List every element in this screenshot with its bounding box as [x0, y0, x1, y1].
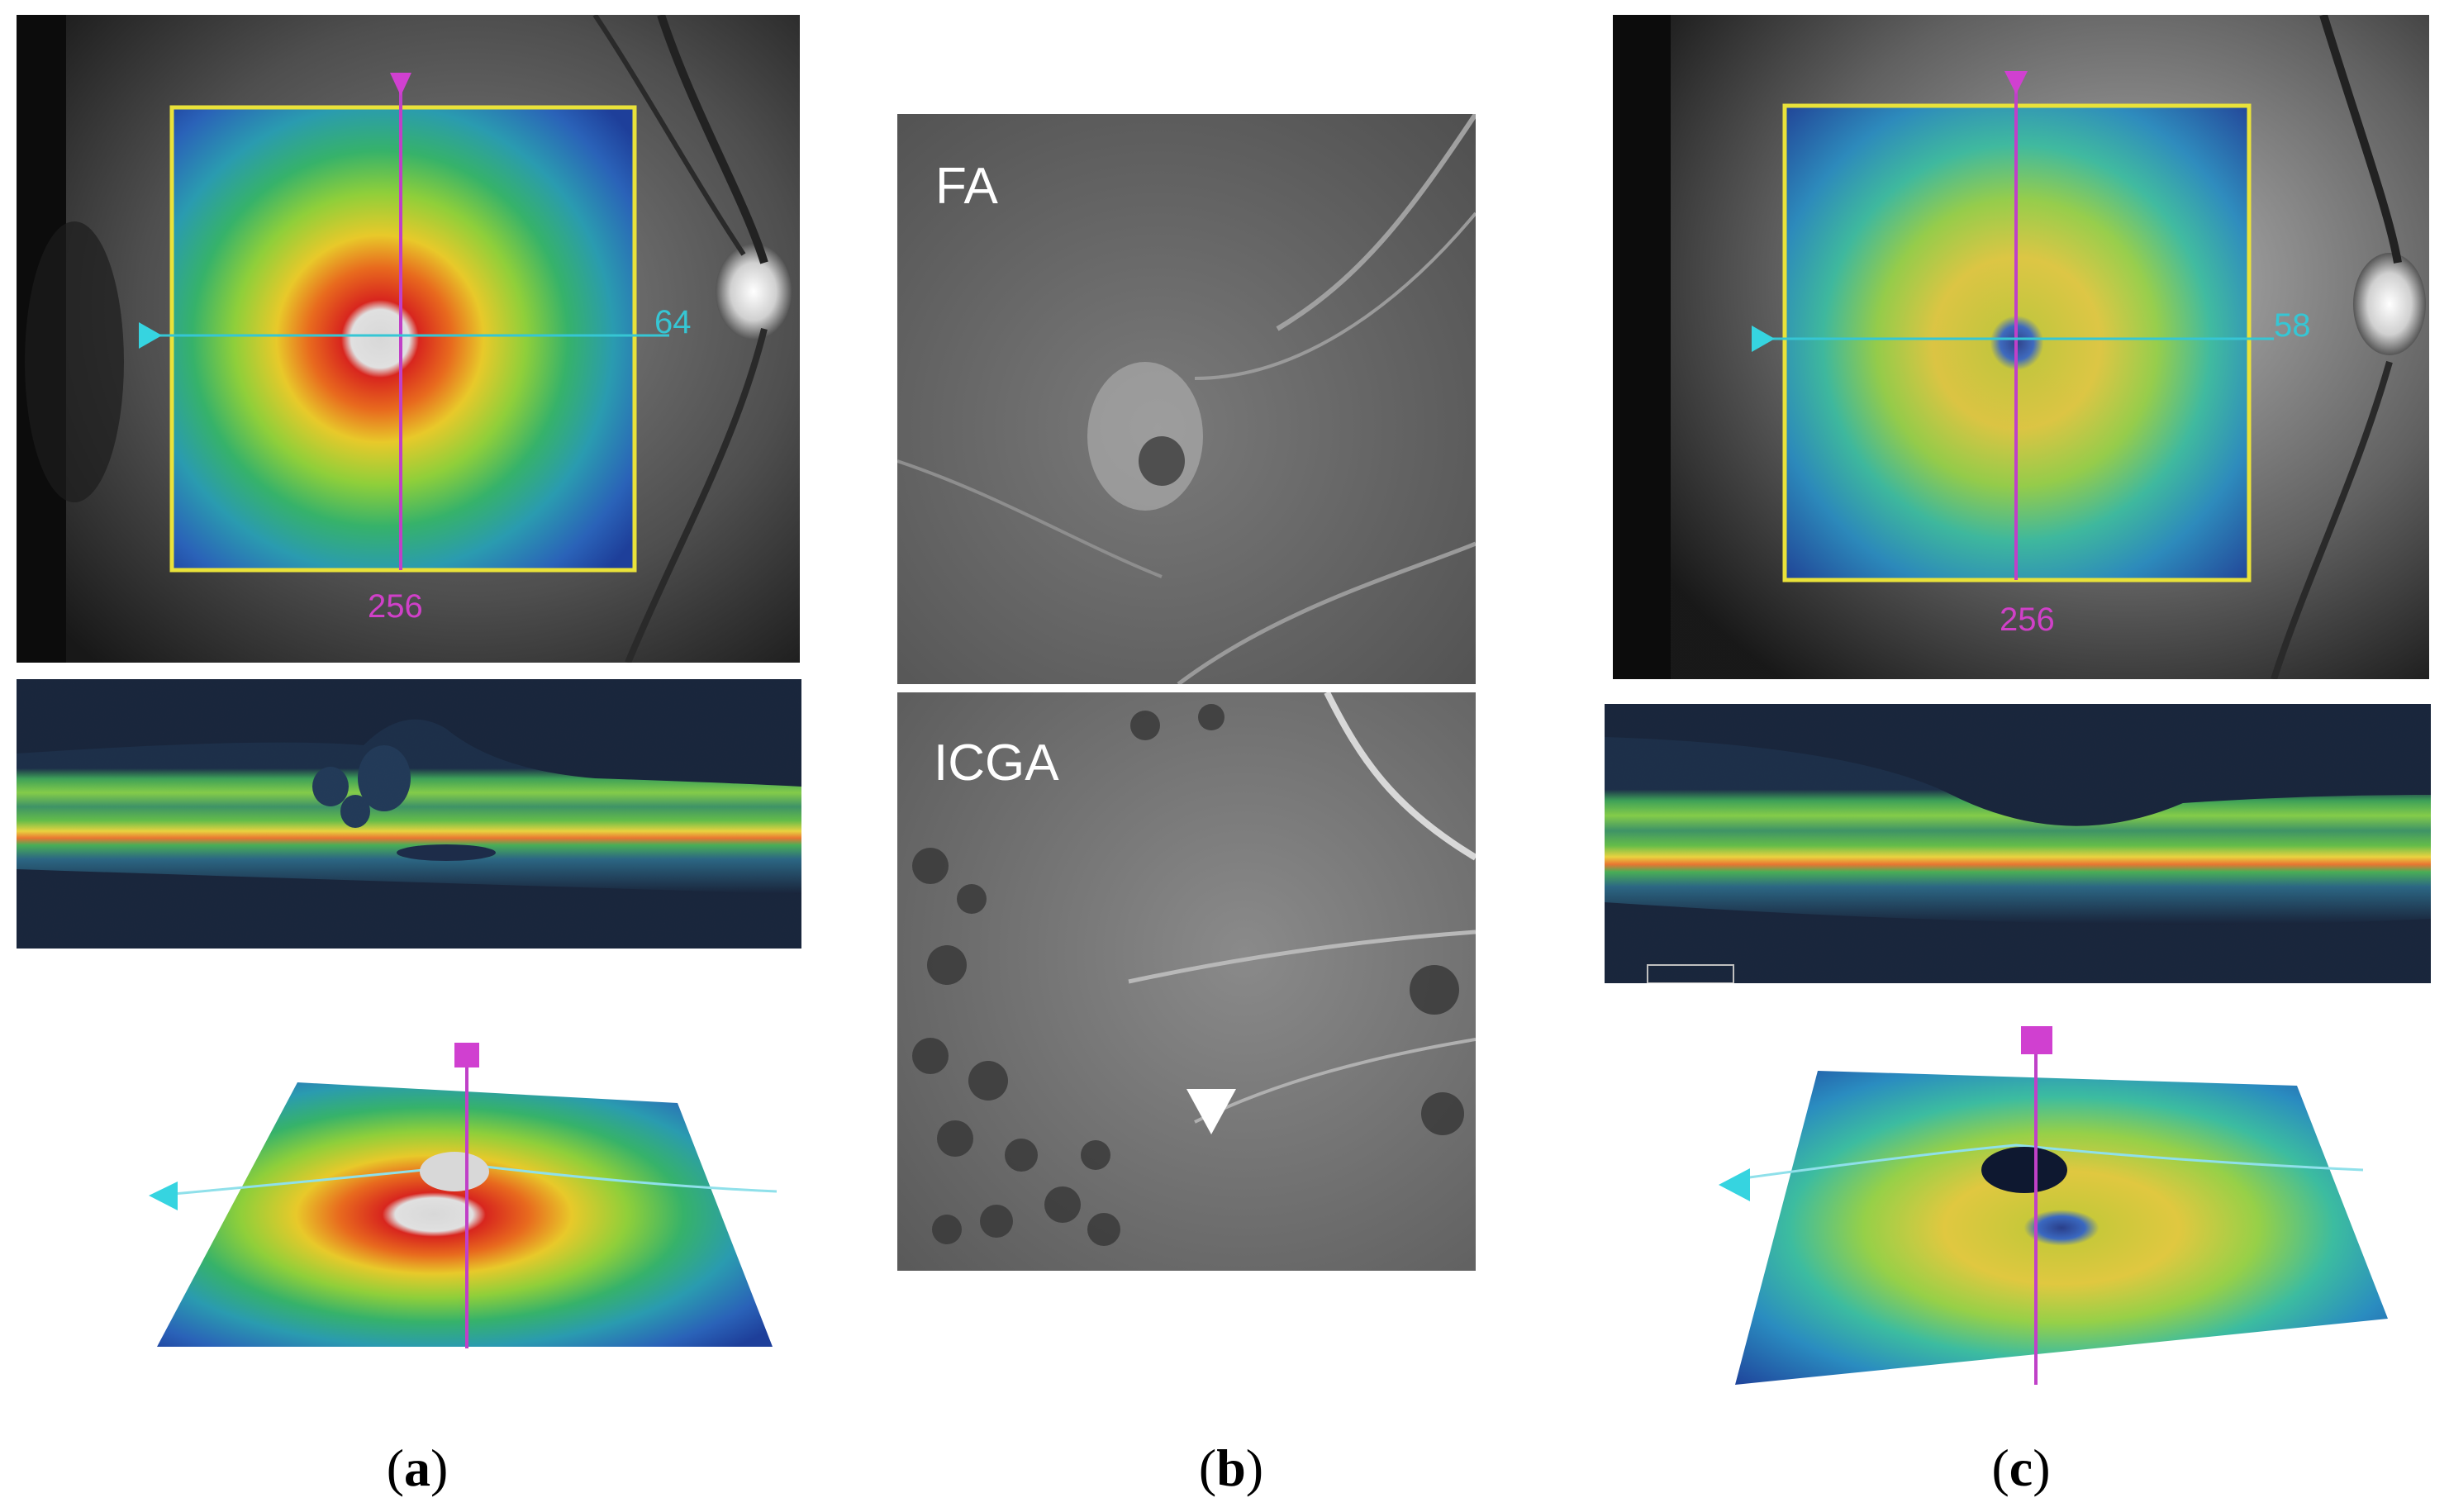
panel-c-thickness-map-image: [1613, 15, 2429, 679]
scan-box: [169, 105, 637, 573]
panel-b: FA ICGA (b): [826, 0, 1611, 1512]
panel-a-thickness-map-image: [17, 15, 800, 663]
panel-b-fa-label: FA: [935, 158, 998, 215]
panel-a-marker-64: 64: [654, 304, 692, 340]
panel-a-3d-thickness-image: [149, 1043, 777, 1348]
arrowhead-icon: [1186, 1089, 1236, 1134]
panel-a-oct-bscan-image: [17, 679, 801, 949]
panel-a: 256 64 (a): [0, 0, 810, 1512]
panel-c-caption: (c): [1991, 1438, 2051, 1497]
panel-c-marker-256: 256: [2000, 601, 2055, 638]
panel-a-caption: (a): [386, 1438, 449, 1497]
panel-c-oct-bscan-image: [1605, 704, 2431, 983]
panel-b-fa-image: [897, 114, 1476, 684]
panel-b-icga-label: ICGA: [934, 735, 1059, 792]
panel-a-marker-256: 256: [368, 588, 423, 625]
panel-c-marker-58: 58: [2274, 307, 2311, 344]
panel-b-caption: (b): [1198, 1438, 1264, 1497]
panel-b-icga-image: [897, 692, 1476, 1271]
panel-c-3d-thickness-image: [1719, 1026, 2388, 1385]
panel-c: 256 58 (c): [1603, 0, 2449, 1512]
